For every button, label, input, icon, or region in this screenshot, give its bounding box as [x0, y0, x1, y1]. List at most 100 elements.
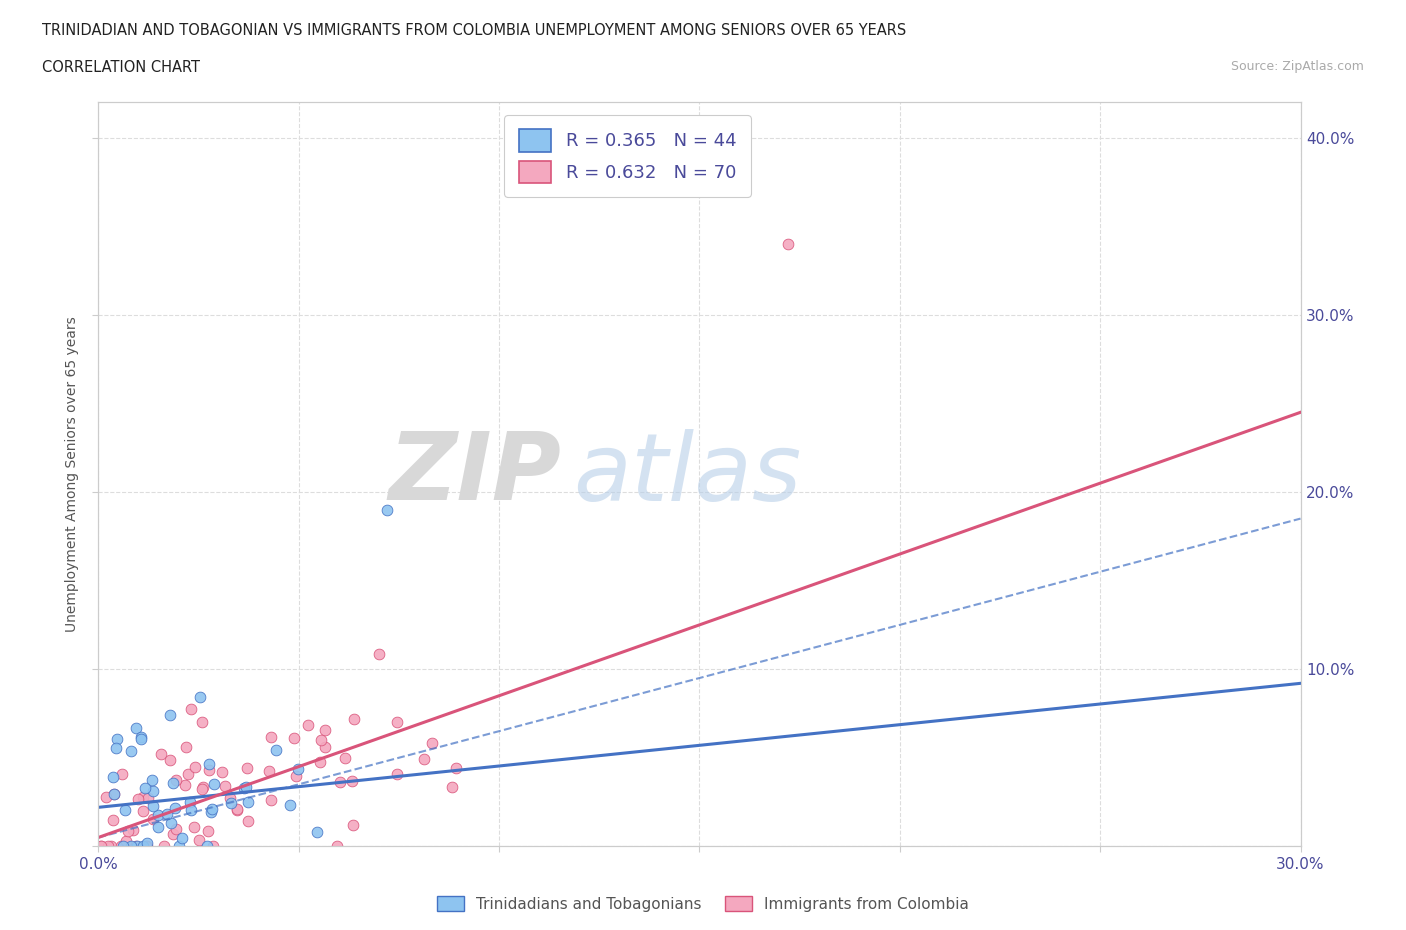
Point: [179, 795, 201, 810]
Point: [333, 751, 356, 765]
Point: [233, 780, 256, 795]
Point: [314, 739, 336, 754]
Point: [100, 839, 122, 854]
Point: [297, 717, 319, 732]
Point: [146, 807, 169, 822]
Point: [169, 839, 191, 854]
Point: [180, 702, 202, 717]
Point: [413, 752, 436, 767]
Point: [387, 767, 409, 782]
Point: [125, 839, 148, 854]
Point: [142, 812, 165, 827]
Legend: R = 0.365   N = 44, R = 0.632   N = 70: R = 0.365 N = 44, R = 0.632 N = 70: [505, 115, 751, 197]
Legend: Trinidadians and Tobagonians, Immigrants from Colombia: Trinidadians and Tobagonians, Immigrants…: [430, 889, 976, 918]
Point: [132, 804, 155, 818]
Point: [90, 839, 112, 854]
Point: [127, 791, 149, 806]
Point: [278, 797, 301, 812]
Point: [342, 817, 364, 832]
Point: [132, 790, 155, 804]
Point: [177, 766, 200, 781]
Point: [165, 773, 187, 788]
Point: [225, 803, 247, 817]
Point: [105, 740, 128, 755]
Point: [153, 839, 176, 854]
Text: atlas: atlas: [574, 429, 801, 520]
Point: [191, 781, 214, 796]
Point: [219, 790, 242, 805]
Point: [111, 767, 134, 782]
Point: [305, 824, 328, 839]
Point: [156, 806, 179, 821]
Point: [142, 784, 165, 799]
Point: [136, 791, 159, 806]
Point: [197, 824, 219, 839]
Point: [287, 761, 309, 776]
Point: [340, 774, 363, 789]
Point: [120, 839, 142, 854]
Point: [162, 827, 184, 842]
Point: [188, 832, 211, 847]
Point: [776, 236, 799, 251]
Point: [159, 753, 181, 768]
Point: [114, 803, 136, 817]
Point: [150, 746, 173, 761]
Point: [309, 755, 332, 770]
Point: [200, 802, 222, 817]
Text: ZIP: ZIP: [388, 429, 561, 520]
Point: [120, 744, 142, 759]
Point: [285, 768, 308, 783]
Point: [420, 735, 443, 750]
Point: [117, 823, 139, 838]
Point: [129, 732, 152, 747]
Point: [387, 714, 409, 729]
Point: [184, 760, 207, 775]
Point: [219, 795, 242, 810]
Point: [368, 646, 391, 661]
Point: [202, 777, 225, 791]
Point: [142, 799, 165, 814]
Point: [197, 763, 219, 777]
Point: [195, 839, 218, 854]
Point: [159, 708, 181, 723]
Point: [314, 723, 336, 737]
Text: Source: ZipAtlas.com: Source: ZipAtlas.com: [1230, 60, 1364, 73]
Point: [103, 787, 125, 802]
Point: [283, 731, 305, 746]
Point: [236, 794, 259, 809]
Point: [226, 802, 249, 817]
Point: [200, 804, 222, 819]
Point: [257, 764, 280, 778]
Point: [135, 839, 157, 854]
Point: [105, 731, 128, 746]
Point: [135, 836, 157, 851]
Point: [202, 839, 225, 854]
Point: [122, 823, 145, 838]
Point: [325, 839, 347, 854]
Point: [211, 764, 233, 779]
Point: [260, 792, 283, 807]
Point: [235, 780, 257, 795]
Point: [101, 812, 124, 827]
Point: [444, 761, 467, 776]
Point: [131, 839, 153, 854]
Point: [440, 779, 463, 794]
Point: [115, 833, 138, 848]
Point: [146, 820, 169, 835]
Point: [260, 729, 283, 744]
Point: [159, 816, 181, 830]
Point: [131, 729, 153, 744]
Point: [165, 801, 187, 816]
Point: [238, 814, 260, 829]
Point: [165, 821, 187, 836]
Text: TRINIDADIAN AND TOBAGONIAN VS IMMIGRANTS FROM COLOMBIA UNEMPLOYMENT AMONG SENIOR: TRINIDADIAN AND TOBAGONIAN VS IMMIGRANTS…: [42, 23, 907, 38]
Point: [264, 742, 287, 757]
Point: [198, 756, 221, 771]
Point: [191, 715, 214, 730]
Point: [183, 819, 205, 834]
Point: [170, 830, 193, 845]
Point: [97, 839, 120, 854]
Point: [375, 502, 398, 517]
Point: [180, 803, 202, 817]
Point: [90, 839, 112, 854]
